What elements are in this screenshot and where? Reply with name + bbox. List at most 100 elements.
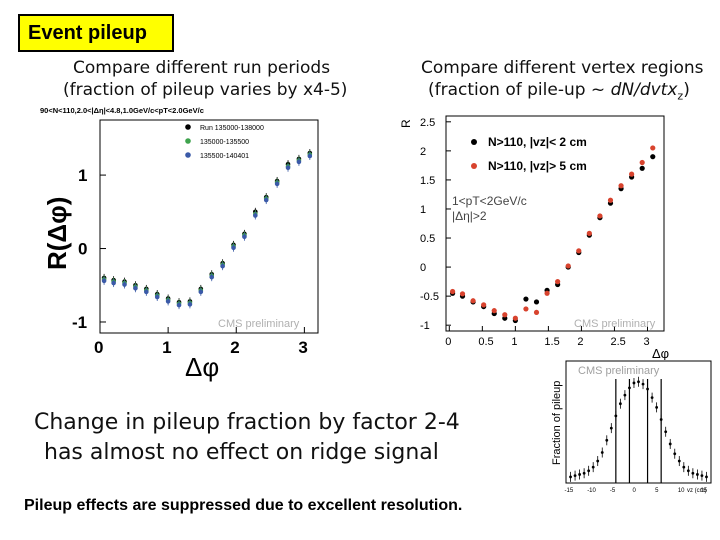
- right-chart-cut-label-1: 1<pT<2GeV/c: [452, 194, 527, 208]
- right-chart-point: [607, 197, 614, 203]
- right-chart-point: [523, 306, 529, 312]
- right-chart-point: [544, 290, 550, 296]
- inset-chart-point: [641, 382, 645, 386]
- right-chart-point: [502, 312, 508, 318]
- right-chart-ytick: 1: [420, 204, 426, 216]
- left-chart-legend-marker: [185, 124, 191, 130]
- inset-chart-point: [686, 469, 690, 473]
- left-chart-point: [220, 263, 225, 269]
- inset-chart-point: [609, 426, 613, 430]
- footer-text: Pileup effects are suppressed due to exc…: [24, 497, 463, 514]
- inset-chart-point: [705, 475, 708, 479]
- inset-chart-point: [682, 465, 686, 469]
- inset-chart-point: [677, 459, 681, 463]
- right-chart-point: [512, 315, 518, 321]
- left-chart-legend-label: Run 135000-138000: [200, 125, 264, 132]
- left-chart-xtick: 3: [298, 338, 307, 357]
- right-chart-xtick: 0: [445, 336, 451, 348]
- left-chart-point: [231, 245, 236, 251]
- left-chart-point: [122, 282, 127, 287]
- left-chart-watermark: CMS preliminary: [218, 318, 300, 330]
- inset-chart-point: [696, 473, 699, 476]
- right-chart-ytick: -0.5: [420, 291, 439, 303]
- left-chart-point: [253, 213, 258, 218]
- right-chart-point: [533, 299, 540, 305]
- inset-chart-point: [664, 430, 668, 434]
- right-chart-xtick: 1: [511, 336, 517, 348]
- left-chart-point: [296, 159, 302, 165]
- right-chart-xtick: 0.5: [478, 336, 493, 348]
- inset-chart-point: [573, 474, 577, 478]
- right-chart-ytick: 2: [420, 146, 426, 158]
- right-chart-xtick: 1.5: [544, 336, 559, 348]
- inset-chart-watermark: CMS preliminary: [578, 365, 660, 377]
- left-chart-point: [285, 165, 291, 171]
- right-chart-frame: [445, 115, 665, 332]
- right-chart-point: [565, 263, 571, 269]
- left-chart-xtick: 2: [230, 338, 239, 357]
- inset-chart-point: [618, 402, 622, 406]
- inset-chart-point: [600, 451, 604, 454]
- inset-chart-point: [637, 380, 640, 384]
- right-heading-line2: (fraction of pile-up ~ dN/dvtxz): [428, 80, 690, 103]
- conclusion-line2: has almost no effect on ridge signal: [44, 440, 439, 465]
- right-heading-line1: Compare different vertex regions: [421, 58, 704, 78]
- right-chart: 0 0.5 1 1.5 2 2.5 3 -1 -0.5 0 0.5 1 1.5 2 2.5 R Δφ N>110,…: [399, 115, 669, 360]
- inset-chart-xtick: -15: [565, 488, 574, 494]
- inset-chart-point: [691, 471, 695, 475]
- right-chart-point: [533, 309, 540, 316]
- right-chart-ytick: -1: [420, 320, 430, 332]
- left-heading-line2: (fraction of pileup varies by x4-5): [63, 80, 348, 100]
- right-chart-legend-marker: [471, 139, 477, 145]
- left-chart-xtick: 1: [162, 338, 171, 357]
- right-chart-point: [618, 183, 624, 189]
- right-chart-point: [450, 288, 456, 295]
- left-chart-point: [307, 153, 313, 159]
- right-chart-point: [459, 291, 466, 297]
- inset-chart-xtick: 10: [678, 488, 685, 494]
- inset-chart-xtick: 5: [655, 488, 659, 494]
- right-chart-point: [555, 279, 561, 285]
- left-chart-point: [274, 181, 280, 187]
- right-chart-point: [491, 308, 497, 314]
- right-chart-point: [597, 213, 603, 219]
- left-chart-point: [154, 294, 160, 300]
- right-chart-xtick: 3: [643, 336, 649, 348]
- left-chart: 90<N<110,2.0<|Δη|<4.8,1.0GeV/c<pT<2.0GeV…: [40, 106, 319, 382]
- left-chart-legend-label: 135500-140401: [200, 153, 249, 160]
- left-chart-point: [209, 274, 215, 280]
- right-chart-cut-label-2: |Δη|>2: [452, 209, 487, 223]
- left-chart-point: [144, 289, 149, 295]
- left-chart-ytick: 0: [78, 240, 87, 259]
- inset-chart-xtick: -10: [587, 488, 596, 494]
- inset-chart-point: [587, 469, 591, 473]
- right-chart-point: [523, 296, 529, 302]
- inset-chart-point: [569, 475, 572, 479]
- inset-chart-point: [650, 396, 654, 399]
- inset-chart-point: [673, 452, 677, 456]
- inset-chart-point: [632, 381, 636, 385]
- inset-chart-point: [659, 418, 663, 421]
- left-chart-point: [198, 289, 204, 295]
- right-chart-xtick: 2.5: [610, 336, 625, 348]
- right-chart-xlabel: Δφ: [652, 346, 669, 360]
- right-chart-ytick: 0.5: [420, 233, 435, 245]
- left-chart-point: [242, 234, 247, 240]
- inset-chart-point: [655, 405, 659, 409]
- inset-chart-point: [591, 465, 595, 469]
- inset-chart-point: [578, 473, 581, 476]
- left-heading-line1: Compare different run periods: [73, 58, 331, 78]
- inset-chart-point: [646, 387, 649, 391]
- left-chart-point: [101, 278, 107, 284]
- right-chart-watermark: CMS preliminary: [574, 318, 656, 330]
- left-chart-ytick: 1: [78, 166, 87, 185]
- inset-chart-xtick: 15: [700, 488, 707, 494]
- slide-title: Event pileup: [18, 14, 174, 52]
- left-chart-legend-marker: [185, 138, 191, 144]
- inset-chart-xtick: -5: [610, 488, 616, 494]
- right-chart-legend-marker: [471, 163, 477, 169]
- inset-chart-point: [605, 438, 609, 442]
- left-chart-xtick: 0: [94, 338, 103, 357]
- inset-chart: -15 -10 -5 0 5 10 15 Fraction of pileup vz (cm) C…: [551, 360, 712, 494]
- right-chart-point: [650, 145, 656, 151]
